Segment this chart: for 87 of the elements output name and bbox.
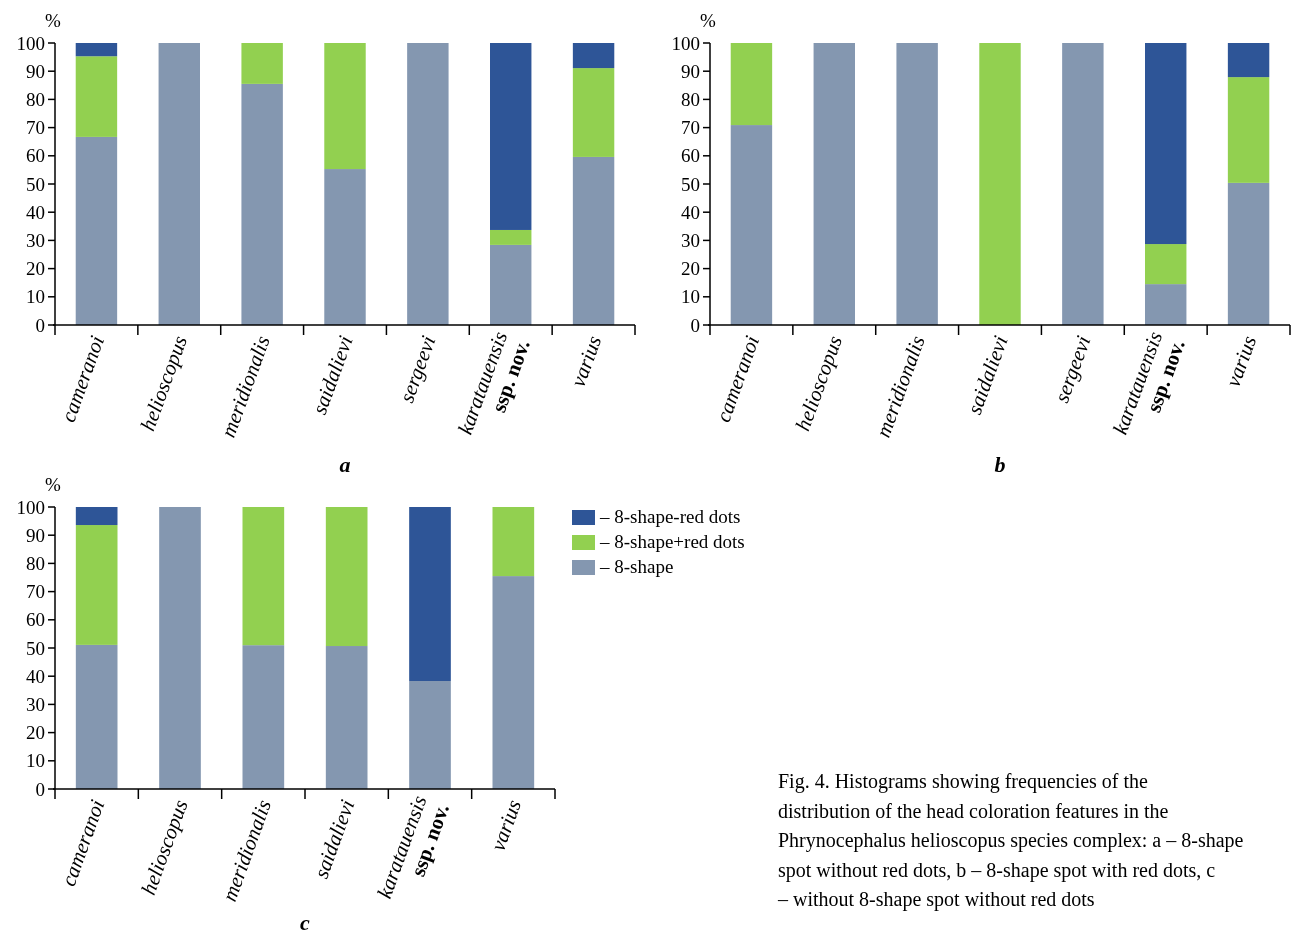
bar — [492, 507, 535, 577]
y-tick-label: 40 — [26, 201, 45, 223]
y-tick-label: 20 — [26, 722, 45, 744]
bar — [1145, 284, 1187, 325]
bar — [324, 169, 366, 325]
bar — [75, 56, 118, 137]
bar — [75, 43, 118, 57]
x-tick-label: varius — [485, 796, 527, 855]
y-tick-label: 100 — [16, 32, 45, 54]
bar — [572, 43, 615, 69]
text: b — [994, 452, 1006, 477]
bar — [242, 645, 285, 789]
legend-label: – 8-shape — [599, 556, 674, 577]
y-tick-label: 60 — [26, 145, 45, 167]
x-tick-label: varius — [565, 332, 607, 391]
text: a — [339, 452, 351, 477]
y-tick-label: 30 — [681, 230, 700, 252]
y-axis-title: % — [700, 10, 716, 31]
bar — [1227, 77, 1270, 183]
bar — [896, 43, 938, 325]
bar — [813, 43, 855, 325]
bar — [1062, 43, 1104, 325]
bar — [572, 68, 615, 157]
y-tick-label: 30 — [26, 694, 45, 716]
bar — [1227, 43, 1270, 78]
y-tick-label: 60 — [681, 145, 700, 167]
y-tick-label: 70 — [26, 117, 45, 139]
bar — [242, 507, 285, 646]
y-tick-label: 30 — [26, 230, 45, 252]
y-tick-label: 100 — [16, 496, 45, 518]
legend-label: – 8-shape+red dots — [599, 531, 745, 552]
bar — [572, 156, 615, 325]
y-tick-label: 10 — [26, 286, 45, 308]
y-tick-label: 0 — [690, 314, 700, 336]
bar — [324, 43, 366, 170]
y-tick-label: 20 — [681, 258, 700, 280]
bar — [241, 43, 283, 84]
bar — [75, 507, 118, 526]
y-tick-label: 80 — [26, 553, 45, 575]
y-tick-label: 70 — [26, 581, 45, 603]
bar — [979, 43, 1021, 325]
bar — [407, 43, 449, 325]
bar — [159, 507, 201, 789]
bar — [158, 43, 200, 325]
y-tick-label: 40 — [681, 201, 700, 223]
y-tick-label: 90 — [26, 60, 45, 82]
y-tick-label: 20 — [26, 258, 45, 280]
y-tick-label: 90 — [681, 60, 700, 82]
y-tick-label: 80 — [681, 89, 700, 111]
y-tick-label: 50 — [26, 637, 45, 659]
y-tick-label: 60 — [26, 609, 45, 631]
bar — [75, 525, 118, 645]
bar — [730, 43, 773, 126]
bar — [1145, 43, 1187, 245]
y-tick-label: 100 — [671, 32, 700, 54]
bar — [75, 136, 118, 325]
bar — [730, 125, 773, 325]
bar — [492, 576, 535, 789]
y-axis-title: % — [45, 10, 61, 31]
bar — [490, 43, 532, 230]
y-tick-label: 40 — [26, 665, 45, 687]
bar — [75, 644, 118, 789]
bar — [409, 680, 451, 789]
bar — [490, 229, 532, 245]
x-tick-label: varius — [1220, 332, 1262, 391]
bar — [409, 507, 451, 681]
bar — [325, 646, 368, 789]
y-tick-label: 0 — [35, 778, 45, 800]
y-tick-label: 50 — [26, 173, 45, 195]
legend-label: – 8-shape-red dots — [599, 506, 741, 527]
x-tick-label: sergeevi — [1049, 332, 1096, 406]
x-tick-label: sergeevi — [394, 332, 441, 406]
bar — [241, 83, 283, 325]
bar — [325, 507, 368, 647]
text: c — [300, 910, 311, 935]
y-axis-title: % — [45, 474, 61, 495]
y-tick-label: 50 — [681, 173, 700, 195]
y-tick-label: 10 — [681, 286, 700, 308]
y-tick-label: 10 — [26, 750, 45, 772]
caption: Fig. 4. Histograms showing frequencies of the distribution of the head coloration features in the Phrynocephalus helioscopus species complex: a – 8-shape spot without red dots, b – 8-shape spot with red dots, c – without 8-shape spot without red dots — [777, 770, 1244, 911]
bar — [490, 244, 532, 325]
bar — [1227, 182, 1270, 325]
y-tick-label: 0 — [35, 314, 45, 336]
y-tick-label: 90 — [26, 524, 45, 546]
y-tick-label: 70 — [681, 117, 700, 139]
y-tick-label: 80 — [26, 89, 45, 111]
bar — [1145, 244, 1187, 285]
